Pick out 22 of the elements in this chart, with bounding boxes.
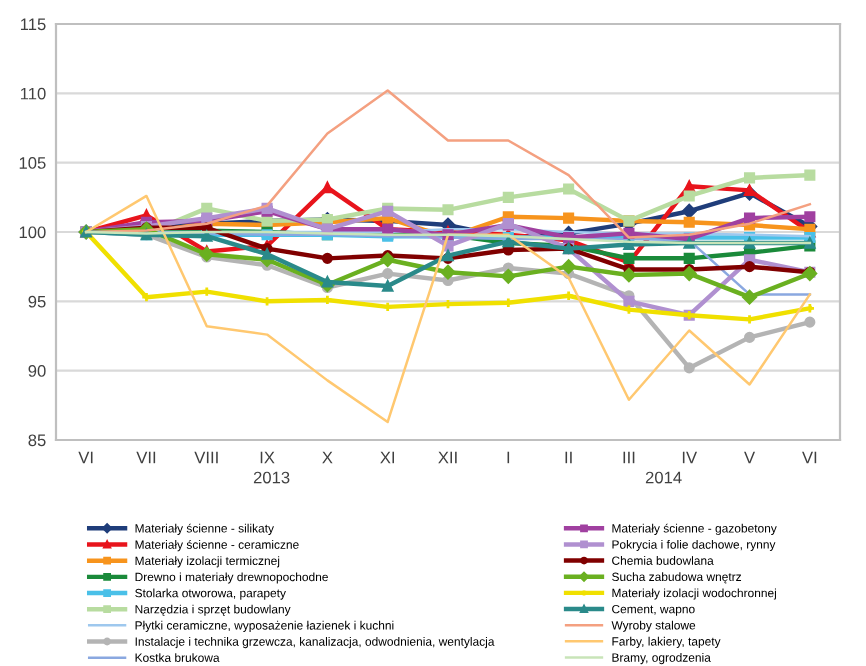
x-tick-label: I — [507, 451, 510, 464]
y-tick-label: 90 — [28, 365, 46, 377]
x-tick-label: II — [565, 451, 572, 464]
y-tick-label: 95 — [28, 295, 46, 308]
x-tick-label: III — [623, 451, 635, 464]
y-tick-label: 100 — [19, 226, 46, 239]
x-tick-label: IV — [682, 451, 698, 464]
x-tick-label: IX — [260, 451, 275, 464]
x-tick-label: V — [744, 451, 756, 464]
x-tick-label: VII — [136, 451, 156, 464]
x-tick-label: XI — [380, 451, 395, 464]
text: 2013 — [253, 471, 290, 484]
x-tick-label: VI — [78, 451, 93, 464]
y-tick-label: 115 — [20, 18, 46, 31]
x-tick-label: XII — [438, 451, 457, 464]
text: 2014 — [645, 471, 682, 484]
x-tick-label: VIII — [194, 451, 218, 464]
x-tick-label: VI — [802, 451, 817, 464]
y-tick-label: 105 — [19, 157, 46, 169]
x-tick-label: X — [322, 451, 333, 464]
y-tick-label: 85 — [28, 434, 46, 447]
y-tick-label: 110 — [20, 87, 46, 100]
